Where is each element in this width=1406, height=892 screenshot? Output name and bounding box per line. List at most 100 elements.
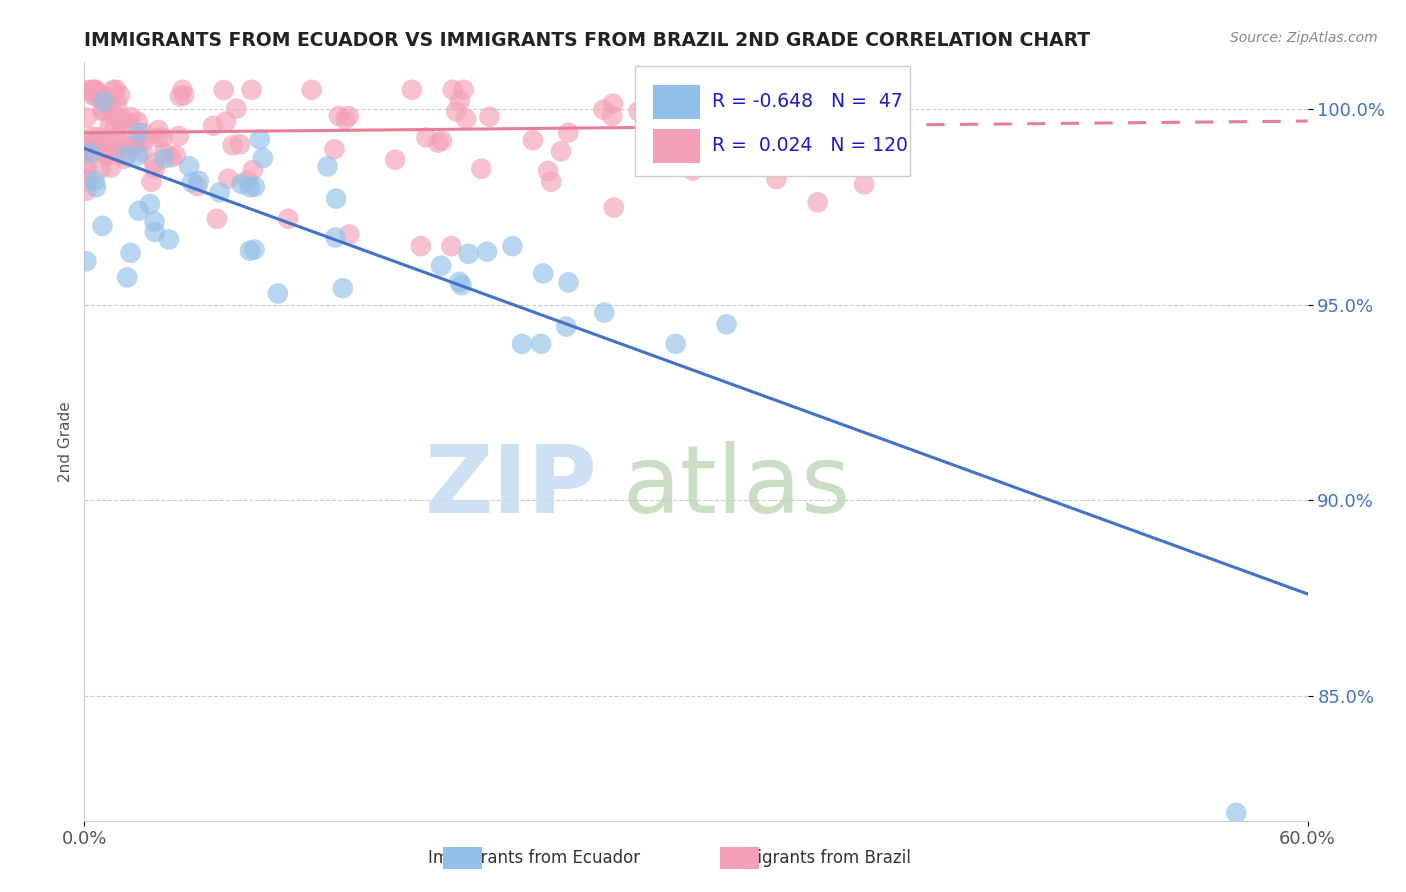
Point bbox=[127, 115, 149, 129]
Point bbox=[427, 136, 450, 150]
Point bbox=[401, 83, 423, 97]
Point bbox=[105, 130, 128, 145]
Point bbox=[457, 247, 479, 261]
Point bbox=[844, 137, 866, 152]
Point bbox=[105, 141, 128, 155]
Point bbox=[103, 107, 125, 121]
Text: ZIP: ZIP bbox=[425, 441, 598, 533]
Point bbox=[765, 172, 787, 186]
Point bbox=[91, 219, 114, 233]
Point bbox=[100, 100, 122, 114]
Point bbox=[301, 83, 323, 97]
Point bbox=[153, 145, 176, 160]
Point bbox=[76, 141, 98, 155]
Point bbox=[243, 243, 266, 257]
Point bbox=[225, 102, 247, 116]
Point bbox=[592, 103, 614, 117]
Point bbox=[82, 83, 104, 97]
Point bbox=[531, 267, 554, 281]
Point bbox=[86, 86, 108, 100]
Point bbox=[76, 111, 98, 125]
Point bbox=[76, 158, 98, 172]
Point bbox=[127, 126, 149, 140]
Point bbox=[337, 109, 360, 123]
Point bbox=[325, 192, 347, 206]
Point bbox=[160, 150, 183, 164]
Point bbox=[1225, 805, 1247, 820]
Text: R =  0.024   N = 120: R = 0.024 N = 120 bbox=[711, 136, 908, 155]
Point bbox=[217, 171, 239, 186]
Point bbox=[415, 130, 437, 145]
Point bbox=[475, 244, 498, 259]
Point bbox=[80, 135, 103, 149]
Point bbox=[79, 145, 101, 160]
Point bbox=[120, 110, 142, 124]
Point bbox=[249, 132, 271, 146]
Point bbox=[77, 83, 100, 97]
Point bbox=[105, 97, 128, 112]
Point bbox=[522, 133, 544, 147]
Point bbox=[853, 178, 876, 192]
Point bbox=[111, 112, 134, 127]
Text: R = -0.648   N =  47: R = -0.648 N = 47 bbox=[711, 93, 903, 112]
Point bbox=[807, 195, 830, 210]
Point bbox=[530, 336, 553, 351]
Point bbox=[93, 143, 115, 157]
Point bbox=[239, 180, 262, 194]
Point bbox=[441, 83, 464, 97]
Point bbox=[339, 227, 361, 242]
Point bbox=[173, 88, 195, 103]
Point bbox=[187, 174, 209, 188]
Point bbox=[82, 129, 104, 144]
Point bbox=[243, 179, 266, 194]
Point bbox=[236, 173, 259, 187]
Point bbox=[153, 152, 176, 166]
Point bbox=[665, 336, 688, 351]
Point bbox=[143, 214, 166, 228]
Point bbox=[84, 87, 107, 102]
Point bbox=[167, 128, 190, 143]
Point bbox=[323, 142, 346, 156]
Point bbox=[332, 281, 354, 295]
Point bbox=[96, 95, 118, 110]
Point bbox=[240, 83, 263, 97]
Point bbox=[112, 152, 135, 166]
Point bbox=[82, 83, 104, 97]
Point bbox=[76, 172, 98, 186]
Point bbox=[889, 120, 911, 134]
Point bbox=[96, 148, 118, 162]
Point bbox=[86, 130, 108, 145]
Point bbox=[115, 148, 138, 162]
FancyBboxPatch shape bbox=[654, 85, 700, 120]
Point bbox=[76, 139, 98, 153]
Point bbox=[440, 239, 463, 253]
Point bbox=[94, 136, 117, 151]
Point bbox=[124, 137, 146, 152]
Point bbox=[93, 103, 115, 117]
Point bbox=[75, 184, 97, 198]
Point bbox=[143, 225, 166, 239]
Point bbox=[449, 275, 471, 289]
Point bbox=[470, 161, 492, 176]
Point bbox=[75, 145, 97, 159]
Point bbox=[90, 161, 112, 176]
Point bbox=[93, 95, 115, 109]
Point bbox=[603, 201, 626, 215]
Point bbox=[267, 286, 290, 301]
Point bbox=[759, 153, 782, 167]
Text: Source: ZipAtlas.com: Source: ZipAtlas.com bbox=[1230, 31, 1378, 45]
Point bbox=[84, 180, 107, 194]
Point bbox=[98, 119, 121, 133]
Point bbox=[215, 114, 238, 128]
Point bbox=[205, 211, 228, 226]
Y-axis label: 2nd Grade: 2nd Grade bbox=[58, 401, 73, 482]
Point bbox=[157, 232, 180, 246]
Point bbox=[121, 140, 143, 154]
Point bbox=[277, 211, 299, 226]
Point bbox=[229, 137, 252, 152]
Point bbox=[103, 120, 125, 134]
Point bbox=[98, 147, 121, 161]
Text: atlas: atlas bbox=[623, 441, 851, 533]
Point bbox=[180, 176, 202, 190]
Point bbox=[453, 83, 475, 97]
